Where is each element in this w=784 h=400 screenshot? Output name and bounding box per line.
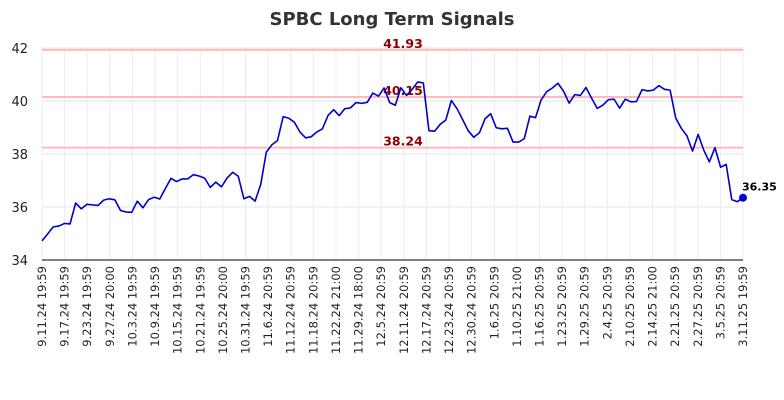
x-tick-label: 11.29.24 18:00 — [352, 266, 366, 354]
x-tick-label: 3.5.25 20:59 — [713, 266, 727, 339]
x-tick-label: 2.21.25 20:59 — [668, 266, 682, 347]
level-label: 41.93 — [383, 36, 423, 51]
x-tick-label: 10.3.24 19:59 — [125, 266, 139, 347]
y-tick-label: 36 — [11, 201, 28, 216]
x-tick-label: 1.16.25 20:59 — [532, 266, 546, 347]
x-tick-label: 3.11.25 19:59 — [736, 266, 750, 347]
x-tick-label: 9.27.24 20:00 — [103, 266, 117, 347]
x-tick-label: 2.4.25 20:59 — [600, 266, 614, 339]
x-tick-label: 2.27.25 20:59 — [691, 266, 705, 347]
x-tick-label: 12.23.24 20:59 — [442, 266, 456, 354]
x-tick-label: 9.11.24 19:59 — [35, 266, 49, 347]
y-axis: 34 36 38 40 42 — [11, 42, 28, 269]
x-tick-label: 10.25.24 20:00 — [216, 266, 230, 354]
level-label: 38.24 — [383, 134, 423, 149]
grid-lines — [41, 47, 744, 261]
plot-area: 36.35 — [41, 81, 777, 242]
x-tick-label: 1.29.25 20:59 — [578, 266, 592, 347]
x-tick-label: 2.14.25 21:00 — [646, 266, 660, 347]
last-point-label: 36.35 — [742, 181, 777, 194]
y-tick-label: 40 — [11, 95, 28, 110]
x-tick-label: 11.18.24 20:59 — [306, 266, 320, 354]
x-tick-label: 12.17.24 20:59 — [419, 266, 433, 354]
x-tick-label: 10.31.24 19:59 — [239, 266, 253, 354]
x-tick-label: 9.17.24 19:59 — [58, 266, 72, 347]
x-tick-label: 11.12.24 20:59 — [284, 266, 298, 354]
x-tick-label: 2.10.25 20:59 — [623, 266, 637, 347]
price-line — [41, 81, 744, 242]
x-tick-label: 10.15.24 19:59 — [171, 266, 185, 354]
chart-title: SPBC Long Term Signals — [269, 9, 514, 30]
x-tick-label: 1.23.25 20:59 — [555, 266, 569, 347]
y-tick-label: 38 — [11, 148, 28, 163]
x-tick-label: 12.30.24 20:59 — [465, 266, 479, 354]
x-tick-label: 12.5.24 20:59 — [374, 266, 388, 347]
x-tick-label: 12.11.24 20:59 — [397, 266, 411, 354]
x-tick-label: 9.23.24 19:59 — [80, 266, 94, 347]
x-tick-label: 1.10.25 21:00 — [510, 266, 524, 347]
x-tick-label: 10.21.24 19:59 — [193, 266, 207, 354]
x-tick-label: 11.6.24 20:59 — [261, 266, 275, 347]
last-point-marker — [739, 193, 747, 202]
y-tick-label: 34 — [11, 254, 28, 269]
x-tick-label: 10.9.24 19:59 — [148, 266, 162, 347]
x-tick-label: 11.22.24 21:00 — [329, 266, 343, 354]
x-axis: 9.11.24 19:59 9.17.24 19:59 9.23.24 19:59 9… — [35, 259, 750, 354]
y-tick-label: 42 — [11, 42, 28, 57]
x-tick-label: 1.6.25 20:59 — [487, 266, 501, 339]
